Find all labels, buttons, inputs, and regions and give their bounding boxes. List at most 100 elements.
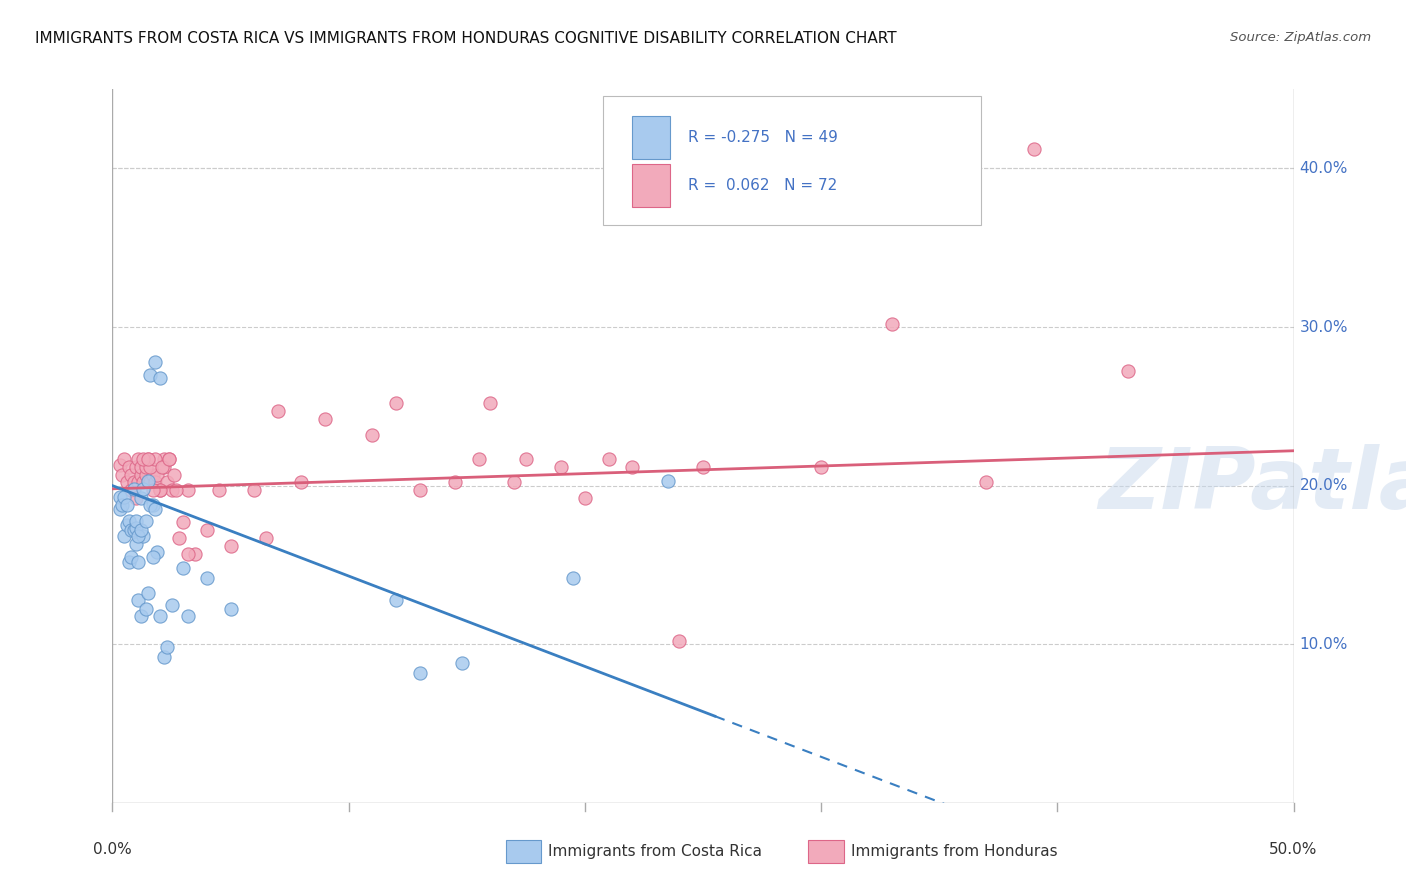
Point xyxy=(118,514,141,528)
Point xyxy=(127,451,149,466)
Point xyxy=(127,529,149,543)
Point xyxy=(515,451,537,466)
Point xyxy=(408,665,430,680)
Point xyxy=(385,396,408,410)
Point xyxy=(562,571,585,585)
Point xyxy=(574,491,596,506)
Point xyxy=(118,555,141,569)
Point xyxy=(150,459,173,474)
Point xyxy=(451,657,474,671)
Point xyxy=(479,396,502,410)
Point xyxy=(146,545,169,559)
Point xyxy=(111,498,134,512)
Point xyxy=(129,459,152,474)
Point xyxy=(385,592,408,607)
Text: Immigrants from Honduras: Immigrants from Honduras xyxy=(851,845,1057,859)
Point xyxy=(880,317,903,331)
Point xyxy=(219,602,242,616)
Text: IMMIGRANTS FROM COSTA RICA VS IMMIGRANTS FROM HONDURAS COGNITIVE DISABILITY CORR: IMMIGRANTS FROM COSTA RICA VS IMMIGRANTS… xyxy=(35,31,897,46)
Point xyxy=(142,483,165,498)
Point xyxy=(165,483,187,498)
Point xyxy=(135,467,157,482)
Point xyxy=(132,482,155,496)
Point xyxy=(149,483,172,498)
Point xyxy=(550,459,572,474)
Point xyxy=(136,474,159,488)
Point xyxy=(177,483,200,498)
Point xyxy=(108,502,131,516)
Point xyxy=(112,451,135,466)
Point xyxy=(142,549,165,564)
Bar xyxy=(633,164,669,207)
Point xyxy=(467,451,489,466)
Point xyxy=(122,482,145,496)
Point xyxy=(120,467,142,482)
Point xyxy=(314,412,336,426)
Point xyxy=(208,483,231,498)
Point xyxy=(142,498,165,512)
Point xyxy=(120,549,142,564)
Point xyxy=(143,451,166,466)
Point xyxy=(160,598,183,612)
Point xyxy=(129,467,152,482)
Point xyxy=(156,475,179,490)
Point xyxy=(692,459,714,474)
Point xyxy=(195,523,218,537)
Text: 20.0%: 20.0% xyxy=(1299,478,1348,493)
Point xyxy=(160,483,183,498)
FancyBboxPatch shape xyxy=(603,96,980,225)
Point xyxy=(149,608,172,623)
Point xyxy=(122,475,145,490)
Point xyxy=(143,475,166,490)
Point xyxy=(125,514,148,528)
Text: R =  0.062   N = 72: R = 0.062 N = 72 xyxy=(688,178,837,194)
Point xyxy=(127,592,149,607)
Point xyxy=(361,428,384,442)
Point xyxy=(127,475,149,490)
Point xyxy=(172,561,194,575)
Point xyxy=(129,608,152,623)
Point xyxy=(118,459,141,474)
Point xyxy=(132,529,155,543)
Point xyxy=(195,571,218,585)
Point xyxy=(503,475,526,490)
Text: 10.0%: 10.0% xyxy=(1299,637,1348,652)
Point xyxy=(125,491,148,506)
Point xyxy=(139,475,162,490)
Point xyxy=(112,490,135,504)
Point xyxy=(136,451,159,466)
Point xyxy=(129,523,152,537)
Point xyxy=(254,531,277,545)
Point xyxy=(267,404,290,418)
Point xyxy=(125,459,148,474)
Point xyxy=(139,459,162,474)
Point xyxy=(132,451,155,466)
Point xyxy=(668,634,690,648)
Point xyxy=(156,640,179,655)
Point xyxy=(125,521,148,535)
Text: 50.0%: 50.0% xyxy=(1270,842,1317,857)
Point xyxy=(108,458,131,472)
Point xyxy=(177,608,200,623)
Point xyxy=(163,467,186,482)
Point xyxy=(127,555,149,569)
Point xyxy=(444,475,467,490)
Point xyxy=(157,451,180,466)
Point xyxy=(153,649,176,664)
Point xyxy=(125,537,148,551)
Point xyxy=(132,475,155,490)
Point xyxy=(172,515,194,529)
Point xyxy=(153,459,176,474)
Point xyxy=(167,531,190,545)
Point xyxy=(184,547,207,561)
Point xyxy=(108,490,131,504)
Point xyxy=(135,514,157,528)
Text: 40.0%: 40.0% xyxy=(1299,161,1348,176)
Point xyxy=(120,483,142,498)
Point xyxy=(139,368,162,382)
Point xyxy=(149,483,172,498)
Point xyxy=(111,467,134,482)
Point xyxy=(122,523,145,537)
Point xyxy=(177,547,200,561)
Point xyxy=(810,459,832,474)
